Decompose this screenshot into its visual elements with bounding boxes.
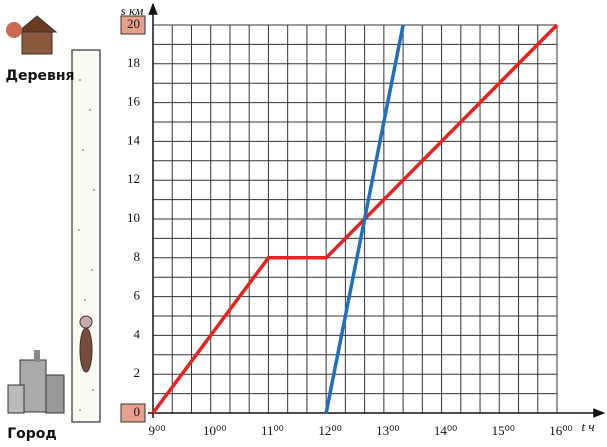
y-tick-label: 12 — [127, 171, 140, 186]
x-tick-label: 9⁰⁰ — [149, 423, 166, 438]
y-tick-label: 10 — [127, 210, 140, 225]
data-line — [324, 24, 405, 414]
y-tick-label: 20 — [127, 16, 140, 31]
y-axis-label: s км — [121, 3, 144, 18]
tick-box — [120, 403, 146, 423]
y-tick-label: 2 — [134, 365, 141, 380]
village-label: Деревня — [5, 68, 74, 84]
x-tick-label: 14⁰⁰ — [434, 423, 457, 438]
town-label: Город — [7, 426, 57, 442]
data-line — [151, 23, 559, 415]
y-tick-label: 4 — [134, 326, 141, 341]
y-tick-label: 16 — [127, 94, 141, 109]
x-tick-label: 11⁰⁰ — [261, 423, 284, 438]
x-tick-label: 15⁰⁰ — [492, 423, 515, 438]
x-tick-label: 10⁰⁰ — [203, 423, 226, 438]
illustration — [6, 15, 101, 423]
x-tick-label: 12⁰⁰ — [318, 423, 341, 438]
y-tick-label: 8 — [134, 249, 141, 264]
x-tick-label: 13⁰⁰ — [376, 423, 399, 438]
y-tick-label: 6 — [134, 288, 141, 303]
y-tick-label: 14 — [127, 132, 141, 147]
tick-box — [120, 15, 146, 35]
y-tick-label: 18 — [127, 55, 140, 70]
x-tick-label: 16⁰⁰ — [549, 423, 572, 438]
x-axis-label: t ч — [581, 419, 594, 434]
y-tick-label: 0 — [134, 404, 141, 419]
